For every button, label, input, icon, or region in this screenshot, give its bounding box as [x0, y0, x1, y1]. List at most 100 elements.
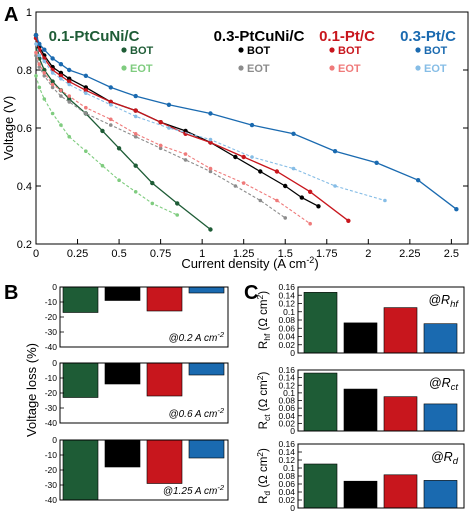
data-point-bot — [42, 47, 47, 52]
b-ytick-label: -40 — [45, 342, 58, 352]
b-ytick-label: -20 — [45, 465, 58, 475]
data-point-bot — [150, 180, 155, 186]
data-point-bot — [454, 207, 459, 212]
bar-0-3-ptcuni-c — [104, 362, 141, 385]
bar-0-3-pt-c — [423, 480, 458, 509]
c-ytick-label: 0 — [290, 426, 295, 436]
b-ytick-label: -30 — [45, 327, 58, 337]
b-ytick-label: -20 — [45, 312, 58, 322]
c-ytick-label: 0.1 — [283, 307, 295, 317]
bar-0-3-ptcuni-c — [104, 286, 141, 301]
data-point-eot — [308, 221, 312, 226]
data-point-eot — [34, 50, 38, 55]
data-point-eot — [241, 181, 246, 185]
data-point-eot — [37, 65, 42, 69]
c-ytick-label: 0.14 — [278, 290, 295, 300]
b-ytick-label: 0 — [52, 435, 57, 445]
series-line-0-3-pt-c-bot — [35, 34, 457, 210]
c-ytick-label: 0.02 — [278, 495, 295, 505]
legend-marker-eot — [329, 65, 335, 71]
legend-label-bot: BOT — [338, 45, 362, 57]
c-ytick-label: 0.1 — [283, 463, 295, 473]
data-point-bot — [258, 169, 263, 174]
legend-marker-eot — [415, 65, 421, 71]
data-point-bot — [42, 67, 47, 73]
data-point-eot — [59, 76, 63, 81]
c-ytick-label: 0.04 — [278, 332, 295, 342]
data-point-bot — [283, 183, 288, 189]
data-point-eot — [42, 97, 47, 101]
data-point-eot — [208, 169, 213, 174]
c-ytick-label: 0 — [290, 503, 295, 512]
panel-b-ylabel: Voltage loss (%) — [24, 343, 39, 437]
bar-0-3-ptcuni-c — [343, 480, 378, 509]
data-point-eot — [84, 149, 88, 153]
data-point-eot — [333, 184, 337, 188]
panel-label-c: C — [244, 282, 258, 304]
panel-c-subplot-3: 00.020.040.060.080.10.120.140.16 Rd (Ω cm… — [255, 439, 465, 512]
data-point-eot — [250, 155, 254, 159]
data-point-bot — [291, 131, 296, 136]
bar-0-3-pt-c — [423, 403, 458, 432]
panel-a-xlabel: Current density (A cm-2) — [181, 255, 318, 271]
data-point-bot — [37, 41, 42, 47]
data-point-bot — [241, 154, 246, 160]
data-point-bot — [133, 108, 138, 113]
data-point-eot — [383, 198, 387, 203]
data-point-eot — [34, 42, 38, 46]
data-point-eot — [84, 111, 88, 116]
data-point-bot — [133, 163, 138, 168]
data-point-eot — [291, 166, 296, 171]
panel-c-note: @Rd — [431, 450, 459, 467]
panel-label-b: B — [4, 282, 18, 304]
data-point-eot — [175, 213, 180, 217]
c-ytick-label: 0.14 — [278, 373, 295, 383]
bar-0-1-ptcuni-c — [62, 362, 99, 398]
data-point-eot — [108, 123, 113, 127]
data-point-bot — [307, 189, 313, 194]
bar-0-1-ptcuni-c — [62, 439, 99, 501]
a-xtick-label: 1.25 — [233, 248, 254, 260]
panel-a-voltage-chart: 0.2 0.4 0.6 0.8 1 0 0.25 0.5 0.75 1 1.25 1.5 1.75 2 2… — [1, 7, 469, 271]
series-line-0-1-pt-c-bot — [35, 37, 349, 222]
bar-0-1-pt-c — [146, 439, 183, 484]
data-point-eot — [50, 82, 55, 87]
bar-0-1-pt-c — [383, 474, 418, 509]
data-point-bot — [175, 201, 180, 206]
data-point-eot — [84, 105, 88, 110]
legend-label-bot: BOT — [424, 45, 448, 57]
panel-label-a: A — [4, 4, 18, 26]
data-point-eot — [37, 85, 42, 90]
bar-0-3-pt-c — [423, 323, 458, 354]
legend-marker-eot — [238, 65, 244, 71]
a-xtick-label: 2 — [365, 248, 371, 260]
panel-c-ylabel: Rhf (Ω cm2) — [255, 291, 272, 349]
data-point-bot — [274, 169, 280, 174]
data-point-eot — [133, 134, 138, 139]
a-xtick-label: 2.5 — [444, 248, 459, 260]
panel-b-voltage-loss: Voltage loss (%) 0 -10 -20 -30 -40 @0.2 A cm-… — [24, 282, 229, 505]
legend-label-bot: BOT — [247, 45, 271, 57]
data-point-eot — [133, 190, 138, 194]
c-ytick-label: 0.16 — [278, 282, 295, 292]
a-xtick-label: 1 — [199, 248, 205, 260]
b-ytick-label: -20 — [45, 388, 58, 398]
panel-a-ylabel: Voltage (V) — [1, 96, 16, 160]
data-point-bot — [50, 79, 55, 84]
a-xtick-label: 2.25 — [399, 248, 420, 260]
data-point-eot — [50, 85, 55, 90]
panel-c-subplot-2: 00.020.040.060.080.10.120.140.16 Rct (Ω c… — [255, 365, 465, 436]
legend-label-eot: EOT — [338, 63, 361, 75]
data-point-eot — [233, 184, 238, 188]
data-point-eot — [283, 216, 288, 220]
data-point-bot — [67, 96, 72, 102]
bar-0-3-ptcuni-c — [343, 388, 378, 432]
data-point-bot — [299, 195, 305, 200]
data-point-bot — [208, 111, 213, 116]
series-line-0-1-ptcuni-c-eot — [35, 75, 178, 216]
legend-marker-bot — [415, 47, 421, 53]
c-ytick-label: 0.08 — [278, 315, 295, 325]
b-ytick-label: -10 — [45, 373, 58, 383]
data-point-bot — [332, 149, 338, 154]
data-point-eot — [150, 201, 155, 206]
